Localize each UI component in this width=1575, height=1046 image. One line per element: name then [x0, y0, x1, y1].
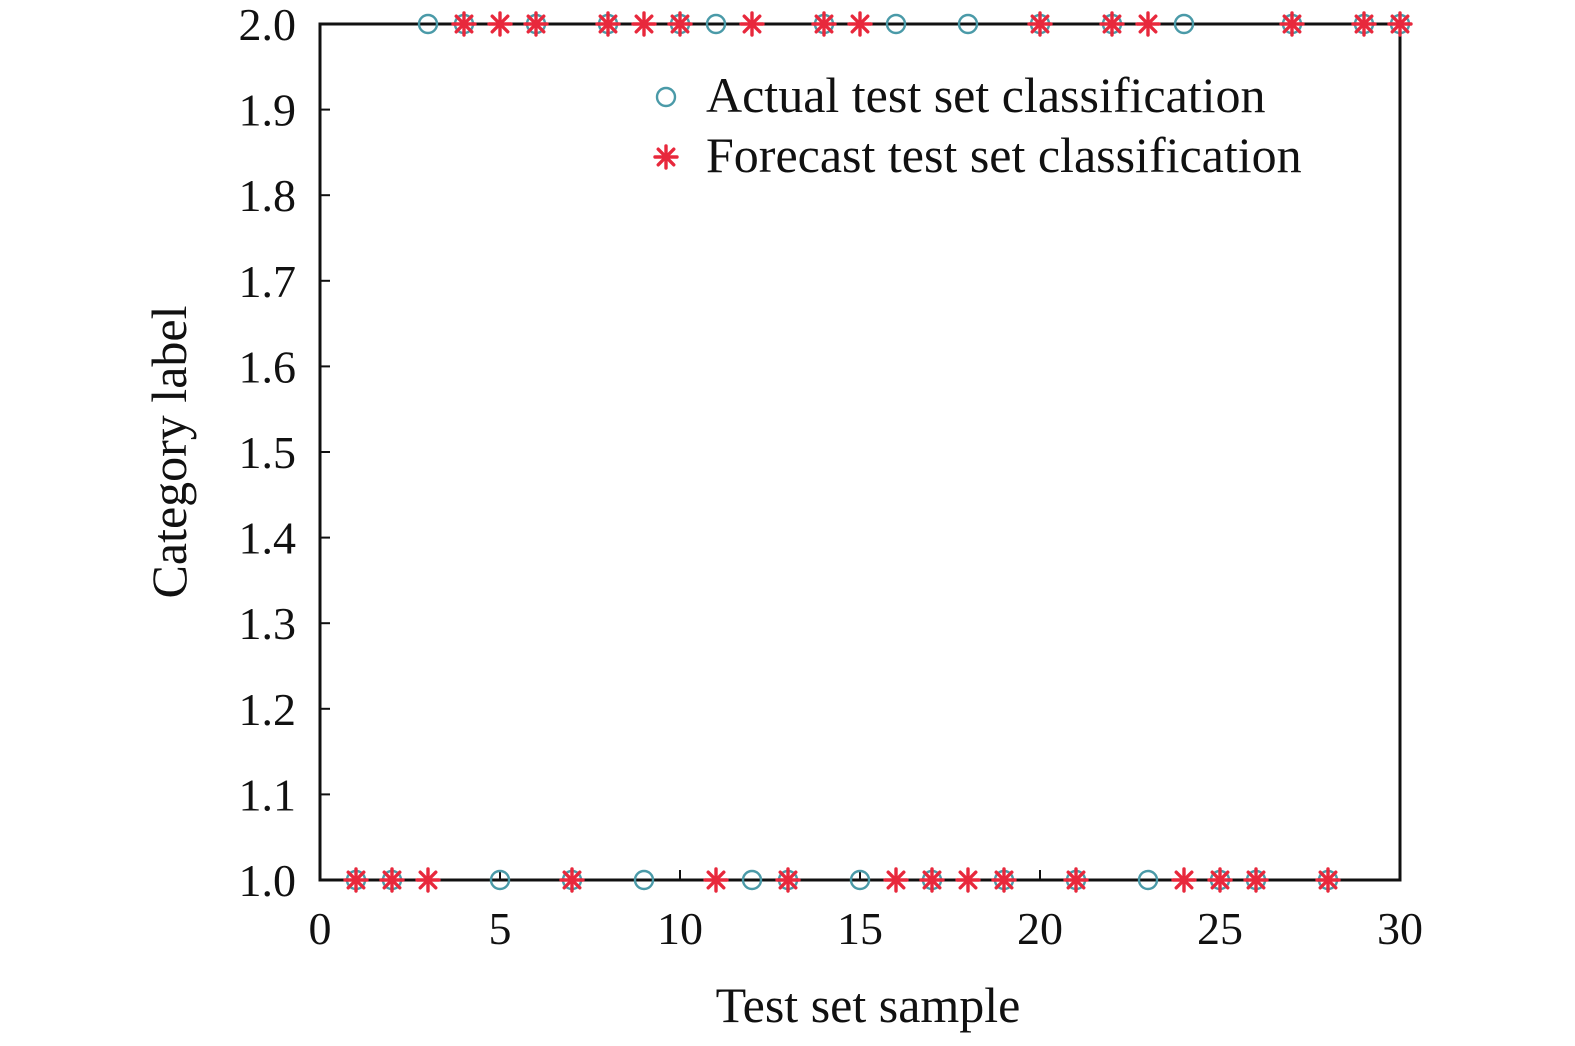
legend-label-forecast: Forecast test set classification: [706, 127, 1302, 183]
y-tick-label-8: 1.8: [239, 170, 297, 221]
forecast-point-18: [955, 867, 981, 893]
forecast-point-22: [1099, 11, 1125, 37]
forecast-point-11: [703, 867, 729, 893]
x-tick-label-4: 20: [1017, 903, 1063, 954]
forecast-point-3: [415, 867, 441, 893]
forecast-point-10: [667, 11, 693, 37]
y-tick-label-10: 2.0: [239, 0, 297, 50]
forecast-point-17: [919, 867, 945, 893]
forecast-point-16: [883, 867, 909, 893]
y-tick-label-2: 1.2: [239, 684, 297, 735]
forecast-point-6: [523, 11, 549, 37]
actual-point-5: [489, 869, 511, 891]
data-markers: [343, 11, 1413, 893]
legend-circle-icon: [655, 86, 677, 108]
x-tick-label-1: 5: [489, 903, 512, 954]
legend-marker-forecast: [653, 144, 679, 170]
y-tick-label-7: 1.7: [239, 256, 297, 307]
forecast-point-4: [451, 11, 477, 37]
x-tick-label-2: 10: [657, 903, 703, 954]
actual-point-16: [885, 13, 907, 35]
plot-area: [318, 22, 1402, 882]
forecast-point-9: [631, 11, 657, 37]
x-tick-label-6: 30: [1377, 903, 1423, 954]
x-tick-label-5: 25: [1197, 903, 1243, 954]
y-tick-label-1: 1.1: [239, 769, 297, 820]
y-axis-ticks: 1.0 1.1 1.2 1.3 1.4 1.5 1.6 1.7 1.8 1.9 2.0: [239, 0, 330, 906]
forecast-point-24: [1171, 867, 1197, 893]
forecast-point-15: [847, 11, 873, 37]
forecast-point-27: [1279, 11, 1305, 37]
actual-point-9: [633, 869, 655, 891]
y-axis-label: Category label: [141, 306, 197, 599]
x-axis-label: Test set sample: [716, 977, 1021, 1033]
actual-point-12: [741, 869, 763, 891]
actual-point-18: [957, 13, 979, 35]
forecast-point-21: [1063, 867, 1089, 893]
forecast-point-30: [1387, 11, 1413, 37]
actual-point-23: [1137, 869, 1159, 891]
actual-point-3: [417, 13, 439, 35]
y-tick-label-0: 1.0: [239, 855, 297, 906]
y-tick-label-5: 1.5: [239, 427, 297, 478]
y-tick-label-3: 1.3: [239, 598, 297, 649]
y-tick-label-4: 1.4: [239, 513, 297, 564]
forecast-point-19: [991, 867, 1017, 893]
forecast-point-2: [379, 867, 405, 893]
legend-label-actual: Actual test set classification: [706, 67, 1266, 123]
y-tick-label-6: 1.6: [239, 341, 297, 392]
forecast-point-5: [487, 11, 513, 37]
forecast-point-7: [559, 867, 585, 893]
legend: Actual test set classification Forecast …: [653, 67, 1302, 183]
x-tick-label-3: 15: [837, 903, 883, 954]
legend-marker-actual: [655, 86, 677, 108]
forecast-point-23: [1135, 11, 1161, 37]
actual-point-15: [849, 869, 871, 891]
x-tick-label-0: 0: [309, 903, 332, 954]
forecast-point-20: [1027, 11, 1053, 37]
actual-point-24: [1173, 13, 1195, 35]
y-tick-label-9: 1.9: [239, 85, 297, 136]
forecast-point-12: [739, 11, 765, 37]
forecast-point-14: [811, 11, 837, 37]
x-axis-ticks: 0 5 10 15 20 25 30: [309, 870, 1423, 954]
forecast-point-8: [595, 11, 621, 37]
legend-star-icon: [653, 144, 679, 170]
forecast-point-26: [1243, 867, 1269, 893]
forecast-point-29: [1351, 11, 1377, 37]
forecast-point-28: [1315, 867, 1341, 893]
forecast-point-25: [1207, 867, 1233, 893]
forecast-point-1: [343, 867, 369, 893]
actual-point-11: [705, 13, 727, 35]
forecast-point-13: [775, 867, 801, 893]
